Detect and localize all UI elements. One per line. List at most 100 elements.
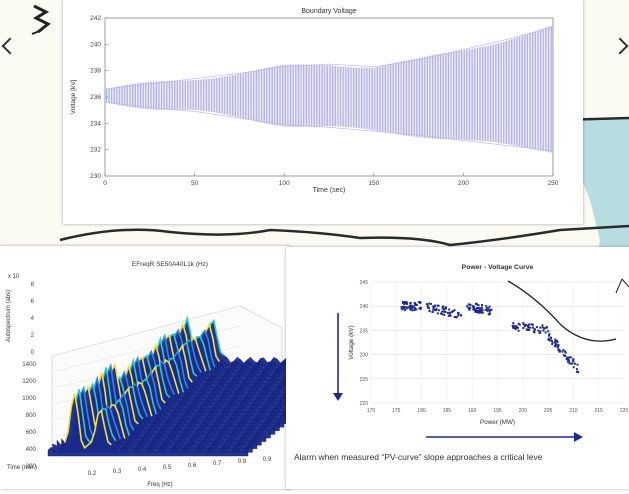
data-point: [436, 304, 439, 307]
data-point: [572, 366, 575, 369]
data-point: [527, 326, 530, 329]
data-point: [567, 360, 570, 363]
data-point: [412, 305, 415, 308]
data-point: [530, 323, 533, 326]
y-axis-label: Voltage [kV]: [70, 79, 77, 114]
time-tick-label: 1200: [22, 378, 36, 385]
data-point: [406, 306, 409, 309]
data-point: [512, 326, 515, 329]
data-point: [476, 309, 479, 312]
data-point: [571, 362, 574, 365]
data-point: [512, 322, 515, 325]
data-point: [543, 327, 546, 330]
data-point: [549, 336, 552, 339]
spectrum-peak-highlight: [63, 392, 112, 450]
data-point: [523, 325, 526, 328]
z-tick-label: 2: [31, 333, 35, 339]
data-point: [522, 323, 525, 326]
data-point: [570, 362, 573, 365]
data-point: [487, 313, 490, 316]
data-point: [425, 303, 428, 306]
logo-icon: [31, 4, 51, 35]
data-point: [405, 301, 408, 304]
data-point: [576, 363, 579, 366]
data-point: [459, 314, 462, 317]
data-point: [403, 309, 406, 312]
x-tick-label: 100: [279, 180, 290, 187]
data-point: [480, 310, 483, 313]
data-point: [400, 308, 403, 311]
chart-title: Power - Voltage Curve: [462, 264, 534, 271]
data-point: [447, 314, 450, 317]
data-point: [526, 324, 529, 327]
data-point: [474, 308, 477, 311]
data-point: [480, 306, 483, 309]
data-point: [573, 362, 576, 365]
data-point: [531, 326, 534, 329]
data-point: [542, 329, 545, 332]
y-tick-label: 240: [90, 41, 101, 48]
data-point: [467, 306, 470, 309]
data-point: [469, 306, 472, 309]
data-point: [572, 358, 575, 361]
data-point: [432, 306, 435, 309]
data-point: [415, 308, 418, 311]
z-tick-label: 4: [31, 316, 35, 322]
data-point: [400, 306, 403, 309]
data-point: [428, 302, 431, 305]
data-point: [477, 311, 480, 314]
data-point: [547, 337, 550, 340]
data-point: [511, 324, 514, 327]
data-point: [553, 341, 556, 344]
data-point: [402, 305, 405, 308]
data-point: [419, 306, 422, 309]
freq-tick-label: 0.4: [138, 466, 147, 473]
data-point: [436, 312, 439, 315]
data-point: [525, 323, 528, 326]
data-point: [441, 313, 444, 316]
data-point: [525, 328, 528, 331]
data-point: [544, 331, 547, 334]
data-point: [439, 312, 442, 315]
data-point: [472, 306, 475, 309]
data-point: [567, 356, 570, 359]
x-axis-label: Power (MW): [480, 419, 515, 426]
y-tick-label: 220: [360, 401, 369, 407]
y-tick-label: 236: [90, 94, 101, 101]
data-point: [548, 333, 551, 336]
x-tick-label: 175: [392, 408, 401, 414]
data-point: [575, 368, 578, 371]
data-point: [532, 330, 535, 333]
data-point: [566, 356, 569, 359]
data-point: [554, 345, 557, 348]
data-point: [488, 305, 491, 308]
data-point: [564, 350, 567, 353]
x-tick-label: 210: [569, 408, 578, 414]
data-point: [572, 360, 575, 363]
data-point: [522, 327, 525, 330]
data-point: [443, 313, 446, 316]
data-point: [433, 309, 436, 312]
data-point: [556, 339, 559, 342]
data-point: [446, 311, 449, 314]
y-tick-label: 230: [90, 173, 101, 180]
data-point: [531, 323, 534, 326]
data-point: [514, 328, 517, 331]
data-point: [575, 370, 578, 373]
data-point: [479, 307, 482, 310]
x-tick-label: 150: [368, 180, 379, 187]
data-point: [569, 356, 572, 359]
data-point: [557, 344, 560, 347]
data-point: [517, 329, 520, 332]
data-point: [413, 308, 416, 311]
data-point: [558, 350, 561, 353]
data-point: [476, 307, 479, 310]
y-axis-label: Voltage (kV): [348, 325, 355, 359]
voltage-envelope-lower: [104, 101, 554, 152]
data-point: [518, 323, 521, 326]
freq-tick-label: 0.3: [113, 468, 122, 475]
data-point: [545, 326, 548, 329]
data-point: [481, 303, 484, 306]
data-point: [451, 310, 454, 313]
data-point: [528, 328, 531, 331]
